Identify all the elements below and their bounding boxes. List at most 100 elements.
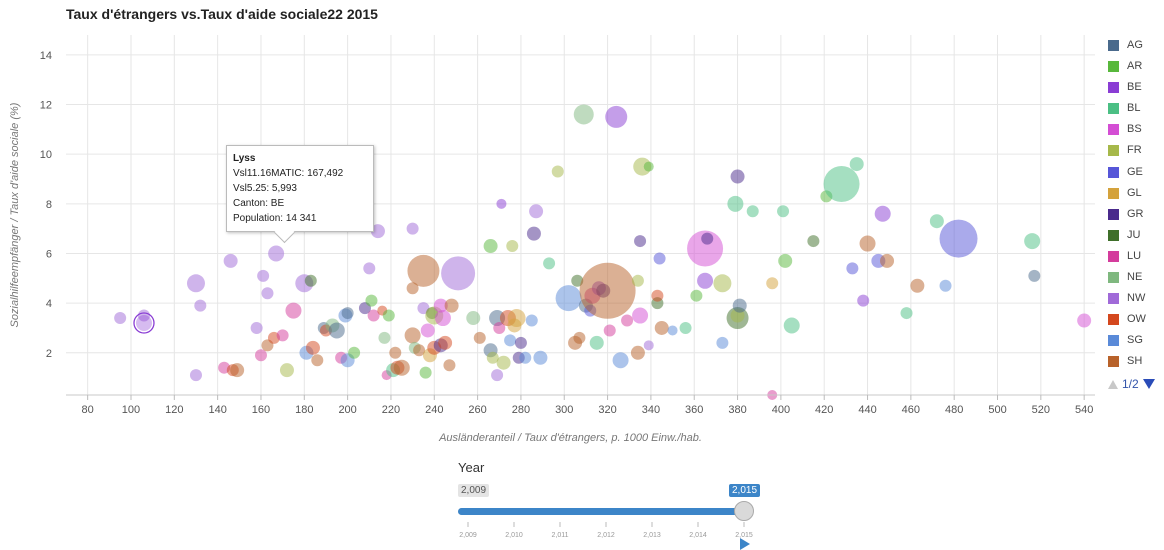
bubble[interactable]: [929, 214, 944, 229]
bubble[interactable]: [643, 161, 654, 172]
bubble[interactable]: [687, 230, 724, 267]
bubble[interactable]: [632, 307, 649, 324]
bubble[interactable]: [285, 302, 302, 319]
bubble[interactable]: [276, 329, 289, 342]
bubble[interactable]: [443, 359, 456, 372]
legend-item[interactable]: BE: [1108, 80, 1160, 101]
bubble[interactable]: [389, 346, 402, 359]
bubble[interactable]: [807, 235, 820, 248]
bubble[interactable]: [603, 324, 616, 337]
bubble[interactable]: [305, 340, 320, 355]
bubble[interactable]: [900, 307, 913, 320]
bubble[interactable]: [526, 226, 541, 241]
bubble[interactable]: [189, 369, 202, 382]
bubble[interactable]: [328, 322, 345, 339]
bubble[interactable]: [573, 104, 594, 125]
legend-item[interactable]: OW: [1108, 312, 1160, 333]
bubble[interactable]: [378, 331, 391, 344]
pager-up-icon[interactable]: [1108, 380, 1118, 389]
bubble[interactable]: [483, 239, 498, 254]
bubble[interactable]: [939, 219, 978, 258]
bubble[interactable]: [667, 325, 678, 336]
bubble[interactable]: [766, 277, 779, 290]
bubble[interactable]: [473, 331, 486, 344]
bubble[interactable]: [114, 312, 127, 325]
bubble[interactable]: [491, 369, 504, 382]
bubble[interactable]: [573, 331, 586, 344]
bubble[interactable]: [194, 299, 207, 312]
bubble[interactable]: [311, 354, 324, 367]
bubble[interactable]: [393, 359, 410, 376]
bubble[interactable]: [348, 346, 361, 359]
bubble[interactable]: [444, 298, 459, 313]
bubble[interactable]: [651, 289, 664, 302]
bubble[interactable]: [579, 262, 636, 319]
bubble[interactable]: [777, 205, 790, 218]
bubble[interactable]: [507, 309, 526, 328]
bubble[interactable]: [823, 165, 860, 202]
bubble[interactable]: [137, 309, 150, 322]
bubble[interactable]: [846, 262, 859, 275]
bubble[interactable]: [370, 224, 385, 239]
bubble[interactable]: [643, 340, 654, 351]
bubble[interactable]: [634, 235, 647, 248]
bubble[interactable]: [654, 320, 669, 335]
bubble[interactable]: [690, 289, 703, 302]
bubble[interactable]: [1028, 269, 1041, 282]
legend-item[interactable]: AG: [1108, 38, 1160, 59]
bubble[interactable]: [413, 344, 426, 357]
legend-item[interactable]: BL: [1108, 101, 1160, 122]
bubble[interactable]: [341, 307, 354, 320]
bubble[interactable]: [250, 321, 263, 334]
bubble[interactable]: [621, 314, 634, 327]
legend-item[interactable]: SH: [1108, 354, 1160, 375]
bubble[interactable]: [519, 351, 532, 364]
bubble[interactable]: [382, 309, 395, 322]
bubble[interactable]: [697, 272, 714, 289]
legend-item[interactable]: GE: [1108, 165, 1160, 186]
year-slider-track[interactable]: [458, 508, 744, 515]
bubble[interactable]: [849, 157, 864, 172]
bubble[interactable]: [727, 195, 744, 212]
bubble[interactable]: [910, 278, 925, 293]
bubble[interactable]: [551, 165, 564, 178]
bubble[interactable]: [365, 294, 378, 307]
bubble[interactable]: [730, 169, 745, 184]
bubble[interactable]: [268, 245, 285, 262]
bubble[interactable]: [434, 310, 451, 327]
bubble[interactable]: [230, 363, 245, 378]
bubble[interactable]: [679, 321, 692, 334]
bubble[interactable]: [186, 274, 205, 293]
legend-item[interactable]: FR: [1108, 143, 1160, 164]
bubble[interactable]: [713, 274, 732, 293]
bubble[interactable]: [1077, 313, 1092, 328]
bubble[interactable]: [363, 262, 376, 275]
bubble[interactable]: [223, 253, 238, 268]
bubble[interactable]: [605, 105, 628, 128]
bubble[interactable]: [506, 240, 519, 253]
bubble[interactable]: [716, 336, 729, 349]
bubble[interactable]: [857, 294, 870, 307]
legend-item[interactable]: LU: [1108, 249, 1160, 270]
bubble[interactable]: [732, 298, 747, 313]
bubble[interactable]: [420, 323, 435, 338]
bubble[interactable]: [533, 350, 548, 365]
bubble[interactable]: [555, 285, 582, 312]
legend-item[interactable]: NE: [1108, 270, 1160, 291]
bubble[interactable]: [441, 256, 476, 291]
bubble[interactable]: [630, 345, 645, 360]
pager-down-icon[interactable]: [1142, 379, 1155, 389]
legend-item[interactable]: SG: [1108, 333, 1160, 354]
bubble[interactable]: [496, 355, 511, 370]
bubble[interactable]: [367, 309, 380, 322]
bubble[interactable]: [778, 253, 793, 268]
bubble[interactable]: [404, 327, 421, 344]
bubble[interactable]: [254, 349, 267, 362]
bubble[interactable]: [304, 274, 317, 287]
bubble[interactable]: [746, 205, 759, 218]
legend-item[interactable]: NW: [1108, 291, 1160, 312]
play-button[interactable]: [740, 538, 750, 550]
bubble[interactable]: [438, 335, 453, 350]
bubble[interactable]: [525, 314, 538, 327]
bubble[interactable]: [783, 317, 800, 334]
